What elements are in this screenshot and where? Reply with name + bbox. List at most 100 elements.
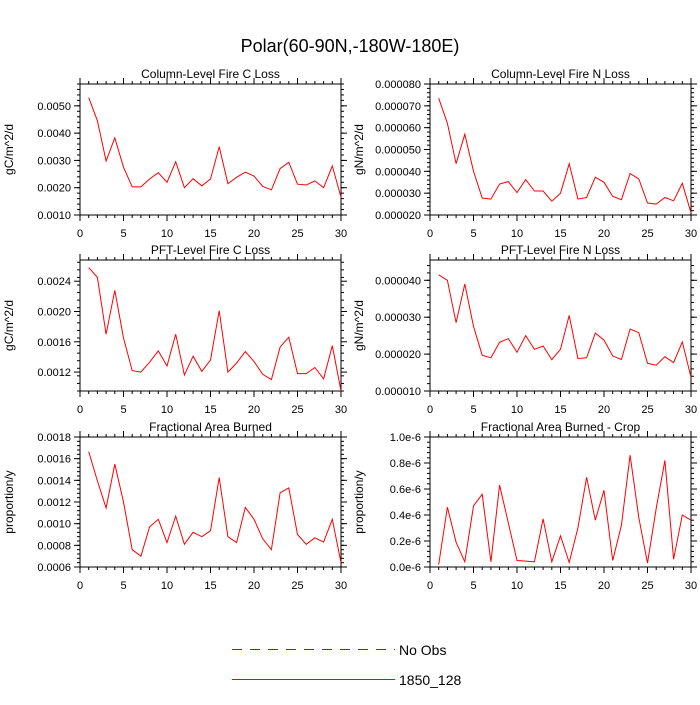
x-tick-label: 10 (161, 228, 173, 240)
y-tick-label: 1.0e-6 (390, 432, 421, 444)
x-tick-label: 20 (598, 580, 610, 592)
y-tick-label: 0.000020 (375, 210, 421, 222)
x-tick-label: 25 (641, 404, 653, 416)
y-tick-label: 0.0012 (37, 367, 71, 379)
y-tick-label: 0.0014 (37, 475, 71, 487)
x-tick-label: 25 (641, 580, 653, 592)
y-tick-label: 0.6e-6 (390, 484, 421, 496)
plot-frame (79, 259, 342, 392)
x-tick-label: 25 (291, 580, 303, 592)
panel-title: Fractional Area Burned - Crop (481, 420, 641, 434)
y-axis-label: proportion/y (2, 470, 16, 533)
x-tick-label: 5 (470, 228, 476, 240)
y-tick-label: 0.4e-6 (390, 510, 421, 522)
x-tick-label: 30 (685, 404, 697, 416)
x-tick-label: 15 (204, 404, 216, 416)
x-tick-label: 30 (335, 580, 347, 592)
x-tick-label: 10 (161, 580, 173, 592)
y-tick-label: 0.0030 (37, 155, 71, 167)
legend-label-1850-128: 1850_128 (399, 672, 462, 688)
x-tick-label: 10 (161, 404, 173, 416)
y-axis-label: gC/m^2/d (2, 300, 16, 351)
y-tick-label: 0.0010 (37, 210, 71, 222)
x-tick-label: 0 (427, 404, 433, 416)
x-tick-label: 30 (335, 404, 347, 416)
panels: Column-Level Fire C Loss gC/m^2/d 0.0010 0.… (2, 67, 697, 592)
y-axis-label: gN/m^2/d (352, 124, 366, 175)
y-tick-label: 0.000030 (375, 188, 421, 200)
x-tick-label: 5 (470, 404, 476, 416)
y-tick-label: 0.000070 (375, 101, 421, 113)
figure-title: Polar(60-90N,-180W-180E) (241, 36, 460, 56)
x-tick-label: 5 (120, 228, 126, 240)
y-tick-label: 0.0e-6 (390, 562, 421, 574)
y-axis-label: gC/m^2/d (2, 124, 16, 175)
x-tick-label: 15 (204, 228, 216, 240)
x-tick-label: 15 (554, 228, 566, 240)
x-tick-label: 10 (511, 404, 523, 416)
y-tick-label: 0.000040 (375, 275, 421, 287)
plot-frame (429, 436, 692, 568)
plot-frame (79, 83, 342, 216)
panel-1: Column-Level Fire C Loss gC/m^2/d 0.0010 0.… (2, 67, 347, 240)
plot-frame (429, 83, 692, 216)
panel-title: Fractional Area Burned (149, 420, 272, 434)
y-tick-label: 0.0006 (37, 562, 71, 574)
panel-title: Column-Level Fire C Loss (141, 67, 280, 81)
x-tick-label: 20 (248, 580, 260, 592)
x-tick-label: 30 (685, 580, 697, 592)
x-tick-label: 5 (120, 580, 126, 592)
series-line-1850_128 (438, 274, 692, 378)
y-tick-label: 0.0016 (37, 337, 71, 349)
x-tick-label: 25 (291, 228, 303, 240)
y-tick-label: 0.000060 (375, 123, 421, 135)
y-tick-label: 0.8e-6 (390, 458, 421, 470)
x-tick-label: 0 (77, 404, 83, 416)
x-tick-label: 25 (641, 228, 653, 240)
x-tick-label: 20 (248, 404, 260, 416)
plot-frame (429, 259, 692, 392)
y-tick-label: 0.0050 (37, 101, 71, 113)
y-tick-label: 0.2e-6 (390, 536, 421, 548)
y-axis-label: gN/m^2/d (352, 300, 366, 351)
series-line-1850_128 (88, 267, 342, 392)
legend-label-no-obs: No Obs (399, 642, 446, 658)
y-axis-label: proportion/y (352, 470, 366, 533)
panel-6: Fractional Area Burned - Crop proportion/… (352, 420, 697, 592)
y-tick-label: 0.0008 (37, 540, 71, 552)
series-line-1850_128 (438, 455, 692, 565)
x-tick-label: 20 (248, 228, 260, 240)
x-tick-label: 15 (554, 404, 566, 416)
y-tick-label: 0.000050 (375, 145, 421, 157)
x-tick-label: 15 (204, 580, 216, 592)
y-tick-label: 0.0018 (37, 432, 71, 444)
panel-2: Column-Level Fire N Loss gN/m^2/d 0.000020… (352, 67, 697, 240)
panel-4: PFT-Level Fire N Loss gN/m^2/d 0.000010 0.0… (352, 243, 697, 416)
panel-title: PFT-Level Fire C Loss (151, 243, 270, 257)
y-tick-label: 0.000030 (375, 312, 421, 324)
y-tick-label: 0.0010 (37, 519, 71, 531)
x-tick-label: 5 (120, 404, 126, 416)
panel-title: PFT-Level Fire N Loss (501, 243, 620, 257)
y-tick-label: 0.0020 (37, 306, 71, 318)
y-tick-label: 0.000040 (375, 166, 421, 178)
y-tick-label: 0.000020 (375, 349, 421, 361)
x-tick-label: 30 (335, 228, 347, 240)
x-tick-label: 0 (77, 228, 83, 240)
series-line-1850_128 (438, 98, 692, 213)
plot-frame (79, 436, 342, 568)
y-tick-label: 0.0016 (37, 454, 71, 466)
y-tick-label: 0.0040 (37, 128, 71, 140)
y-tick-label: 0.000010 (375, 386, 421, 398)
y-tick-label: 0.000080 (375, 79, 421, 91)
panel-title: Column-Level Fire N Loss (491, 67, 630, 81)
x-tick-label: 30 (685, 228, 697, 240)
series-line-1850_128 (88, 451, 342, 563)
legend: No Obs 1850_128 (232, 642, 462, 688)
x-tick-label: 20 (598, 228, 610, 240)
y-tick-label: 0.0012 (37, 497, 71, 509)
y-tick-label: 0.0020 (37, 183, 71, 195)
x-tick-label: 15 (554, 580, 566, 592)
